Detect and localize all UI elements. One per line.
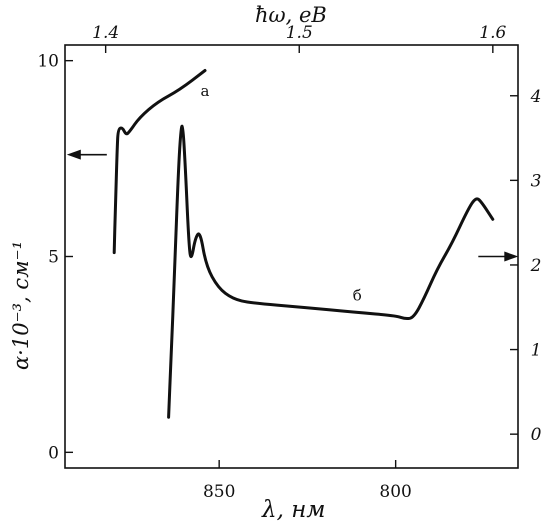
curve-labels: аб (200, 82, 361, 305)
x-top-tick-label: 1.4 (92, 23, 119, 43)
curve-label-1: б (353, 286, 362, 304)
axis-arrows (66, 149, 519, 262)
y-right-tick-label: 1 (531, 341, 542, 361)
x-top-tick-label: 1.5 (286, 23, 313, 43)
x-tick-label: 800 (379, 482, 411, 502)
y-left-tick-label: 5 (48, 248, 59, 268)
curves (112, 69, 495, 419)
plot-frame (64, 44, 519, 469)
y-left-tick-label: 0 (48, 443, 59, 463)
curve-label-0: а (200, 82, 209, 100)
tick-labels: 850 800 1.4 1.5 1.6 0 5 10 0 1 2 3 4 (37, 23, 541, 502)
tick-marks (65, 45, 518, 468)
y-right-tick-label: 2 (530, 256, 542, 276)
y-right-tick-label: 4 (530, 87, 542, 107)
y-left-tick-label: 10 (37, 52, 59, 72)
x-top-tick-label: 1.6 (479, 23, 506, 43)
y-axis-title: α·10⁻³, см⁻¹ (9, 241, 33, 370)
y-right-tick-label: 3 (531, 171, 542, 191)
series-line-0 (112, 69, 207, 255)
axis-arrow-head-0 (66, 149, 81, 160)
series-line-1 (167, 124, 495, 419)
x-top-axis-title: ħω, eB (255, 3, 327, 27)
axis-arrow-head-1 (504, 251, 519, 262)
y-right-tick-label: 0 (531, 425, 542, 445)
x-axis-title: λ, нм (261, 497, 325, 523)
x-tick-label: 850 (203, 482, 235, 502)
